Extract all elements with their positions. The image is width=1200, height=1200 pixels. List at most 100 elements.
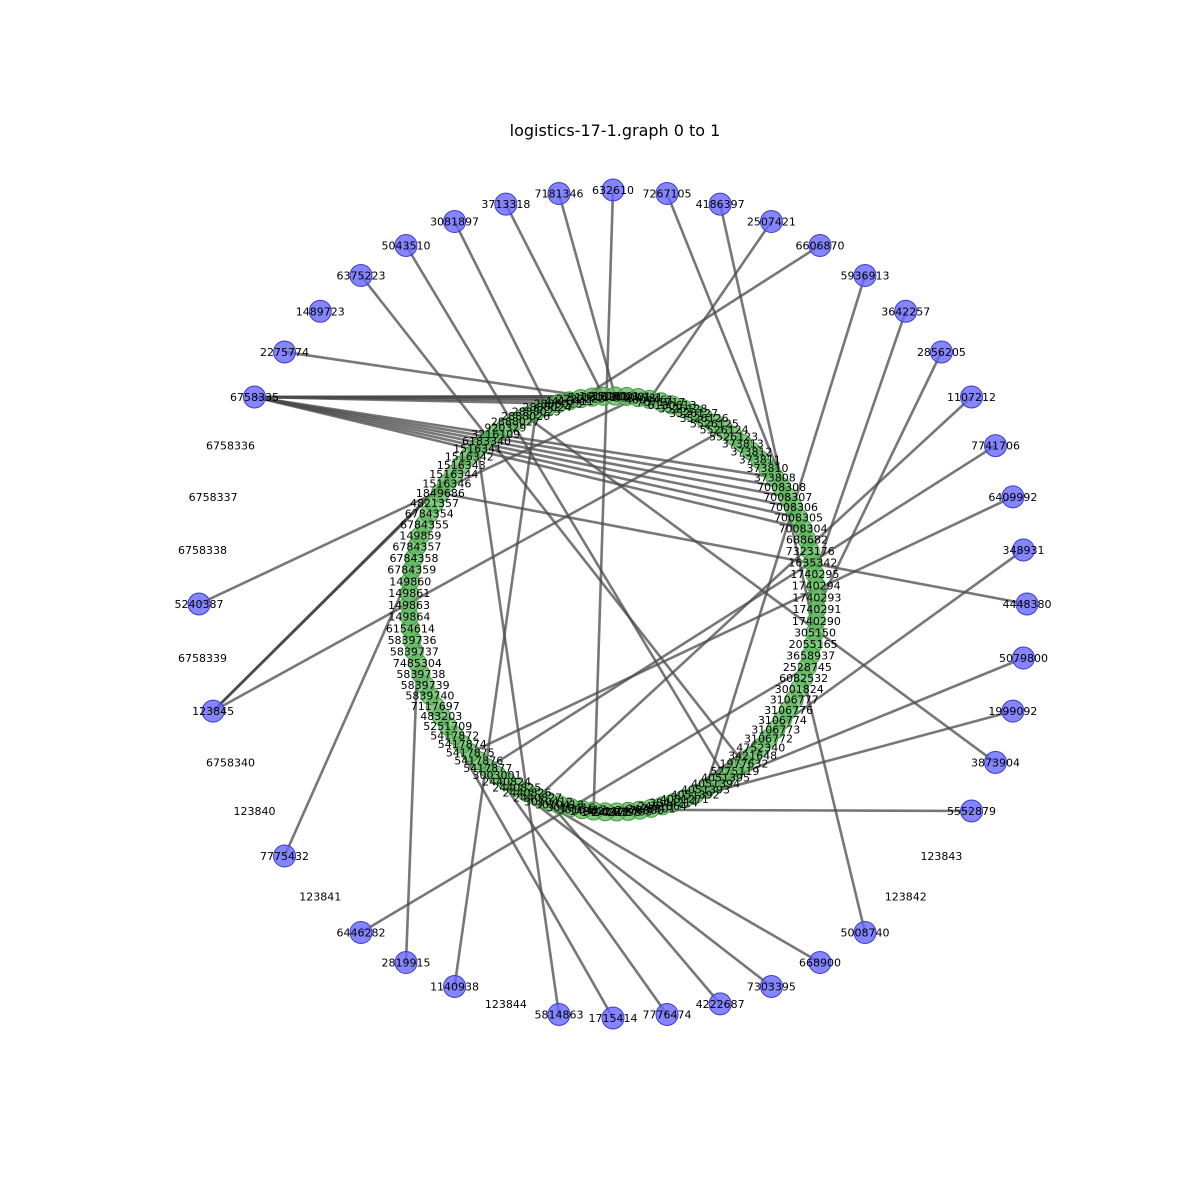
edge-24 bbox=[813, 310, 907, 575]
edge-47 bbox=[359, 274, 746, 765]
inner-node-label: 1740291 bbox=[792, 603, 841, 616]
outer-node-6758335 bbox=[242, 385, 266, 409]
inner-node-label: 4051392 bbox=[671, 788, 720, 801]
outer-node-label: 4222687 bbox=[696, 998, 745, 1011]
inner-node-label: 2440826 bbox=[503, 787, 552, 800]
inner-node-label: 5113131 bbox=[568, 391, 617, 404]
outer-node-6375223 bbox=[349, 264, 373, 288]
inner-node-label: 7008308 bbox=[757, 481, 806, 494]
outer-node-label: 7267105 bbox=[643, 188, 692, 201]
label-layer: 3526128352612735261265526125552612455261… bbox=[175, 184, 1052, 1025]
edge-16 bbox=[212, 428, 725, 713]
outer-node-label: 6606870 bbox=[796, 239, 845, 252]
outer-node-3642257 bbox=[894, 299, 918, 323]
inner-node-label: 7485304 bbox=[393, 657, 442, 670]
outer-node-5240387 bbox=[187, 592, 211, 616]
outer-node-label: 6758338 bbox=[178, 544, 227, 557]
outer-node-5552879 bbox=[960, 799, 984, 823]
inner-node-label: 1740293 bbox=[792, 591, 841, 604]
outer-node-label: 1107212 bbox=[947, 391, 996, 404]
inner-node-label: 1977632 bbox=[719, 757, 768, 770]
outer-node-5043510 bbox=[394, 233, 418, 257]
inner-node-label: 2478800 bbox=[615, 804, 664, 817]
inner-node-label: 2888025 bbox=[512, 405, 561, 418]
inner-node-label: 1635342 bbox=[788, 556, 837, 569]
edge-51 bbox=[557, 193, 617, 397]
outer-node-6606870 bbox=[808, 233, 832, 257]
outer-node-label: 7303395 bbox=[747, 980, 796, 993]
inner-node-label: 1516342 bbox=[445, 450, 494, 463]
inner-node-label: 7117697 bbox=[411, 700, 460, 713]
outer-node-label: 123841 bbox=[299, 891, 341, 904]
outer-node-layer bbox=[187, 178, 1039, 1030]
edge-18 bbox=[592, 189, 615, 812]
inner-node-label: 2440825 bbox=[492, 781, 541, 794]
inner-node-layer bbox=[399, 386, 827, 822]
outer-node-label: 123845 bbox=[192, 705, 234, 718]
edge-42 bbox=[453, 411, 538, 987]
outer-node-label: 3713318 bbox=[481, 198, 530, 211]
inner-node-label: 7008305 bbox=[774, 512, 823, 525]
outer-node-7303395 bbox=[759, 974, 783, 998]
inner-node-label: 3658937 bbox=[786, 650, 835, 663]
outer-node-label: 7741706 bbox=[971, 440, 1020, 453]
inner-node-label: 6082532 bbox=[779, 672, 828, 685]
outer-node-label: 6375223 bbox=[336, 270, 385, 283]
outer-node-label: 6758339 bbox=[178, 652, 227, 665]
inner-node-label: 2888023 bbox=[534, 398, 583, 411]
inner-node-6130613 bbox=[662, 395, 682, 415]
inner-node-label: 5839739 bbox=[401, 679, 450, 692]
outer-node-label: 6758336 bbox=[206, 440, 255, 453]
inner-node-label: 7323176 bbox=[786, 545, 835, 558]
outer-node-label: 123843 bbox=[920, 850, 962, 863]
outer-node-label: 6758335 bbox=[230, 391, 279, 404]
inner-node-label: 4051393 bbox=[681, 783, 730, 796]
outer-node-348931 bbox=[1011, 538, 1035, 562]
outer-node-label: 123840 bbox=[233, 805, 275, 818]
inner-node-label: 3001824 bbox=[775, 683, 824, 696]
outer-node-3713318 bbox=[494, 192, 518, 216]
edge-44 bbox=[360, 665, 809, 934]
inner-node-label: 4051395 bbox=[701, 772, 750, 785]
inner-node-label: 3300331 bbox=[614, 392, 663, 405]
outer-node-7267105 bbox=[655, 182, 679, 206]
outer-node-1999092 bbox=[1001, 699, 1025, 723]
inner-node-label: 1516341 bbox=[453, 442, 502, 455]
inner-node-label: 5417872 bbox=[430, 729, 479, 742]
outer-node-label: 5043510 bbox=[382, 239, 431, 252]
inner-node-label: 6154614 bbox=[386, 622, 435, 635]
inner-node-label: 3106774 bbox=[758, 714, 807, 727]
outer-node-label: 7181346 bbox=[534, 188, 583, 201]
outer-node-2275774 bbox=[273, 340, 297, 364]
edge-23 bbox=[704, 275, 867, 790]
inner-node-label: 5526125 bbox=[690, 417, 739, 430]
inner-node-label: 7071717 bbox=[636, 396, 685, 409]
inner-node-label: 5839738 bbox=[396, 668, 445, 681]
inner-node-label: 373808 bbox=[754, 471, 796, 484]
edge-48 bbox=[404, 244, 727, 779]
inner-node-label: 3844214 bbox=[649, 797, 698, 810]
inner-node-label: 688682 bbox=[786, 534, 828, 547]
inner-node-label: 3526128 bbox=[658, 403, 707, 416]
outer-node-label: 6758340 bbox=[206, 756, 255, 769]
inner-node-label: 3526126 bbox=[680, 412, 729, 425]
inner-node-label: 5839740 bbox=[405, 690, 454, 703]
inner-node-label: 4804461 bbox=[625, 393, 674, 406]
inner-node-label: 1494211 bbox=[569, 805, 618, 818]
edge-41 bbox=[476, 448, 561, 1015]
inner-node-label: 2478798 bbox=[592, 806, 641, 819]
outer-node-label: 5814863 bbox=[534, 1008, 583, 1021]
inner-node-label: 6130613 bbox=[647, 399, 696, 412]
outer-node-label: 1999092 bbox=[988, 705, 1037, 718]
inner-node-label: 2440827 bbox=[513, 791, 562, 804]
outer-node-6446282 bbox=[349, 920, 373, 944]
inner-node-label: 1740294 bbox=[792, 580, 841, 593]
inner-node-label: 3106776 bbox=[764, 704, 813, 717]
outer-node-5814863 bbox=[547, 1002, 571, 1026]
inner-node-label: 149861 bbox=[388, 587, 430, 600]
inner-node-label: 373812 bbox=[730, 445, 772, 458]
inner-node-label: 5417875 bbox=[446, 747, 495, 760]
edge-30 bbox=[440, 491, 1028, 606]
inner-node-label: 1516343 bbox=[437, 459, 486, 472]
edge-49 bbox=[453, 220, 549, 408]
